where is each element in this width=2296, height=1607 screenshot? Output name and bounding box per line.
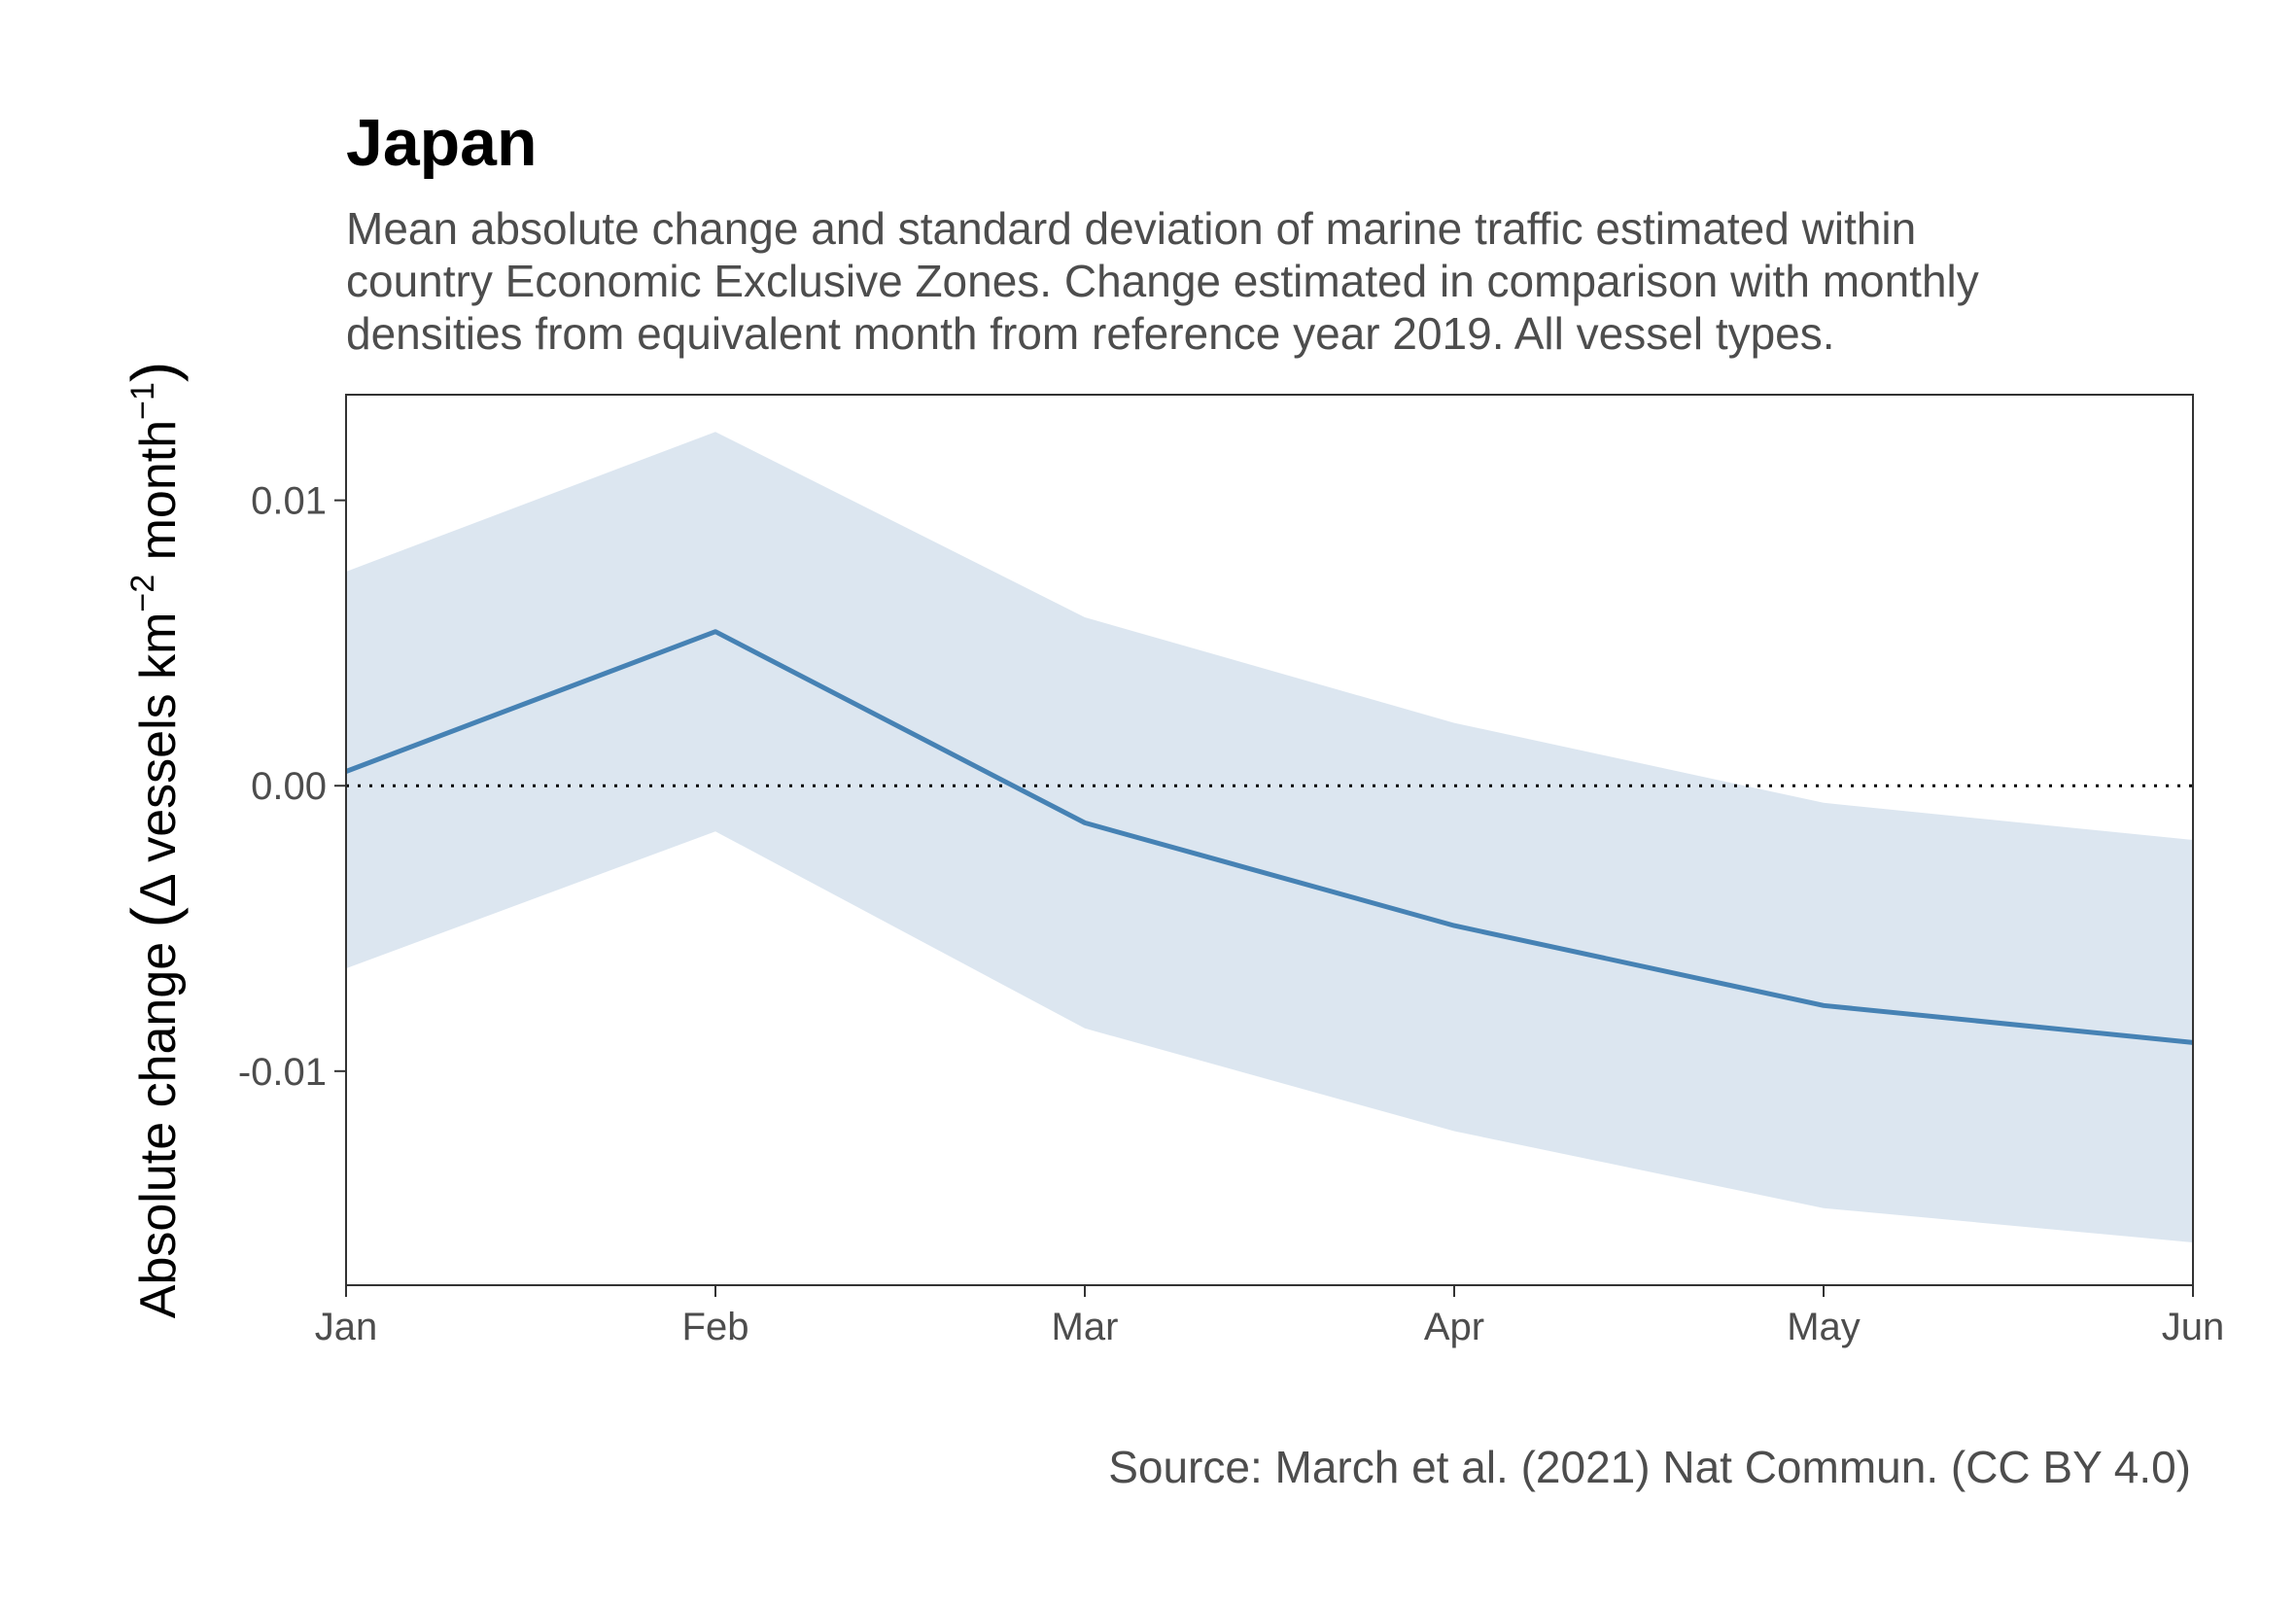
y-axis-title-part: Δ vessels km [130,612,187,907]
x-axis: Jan Feb Mar Apr May Jun [315,1285,2225,1348]
source-caption: Source: March et al. (2021) Nat Commun. … [1108,1442,2191,1492]
subtitle-line-1: Mean absolute change and standard deviat… [346,203,1917,254]
y-tick-label: 0.00 [251,765,327,808]
y-axis-title-part: Absolute change [130,927,187,1318]
y-axis: -0.01 0.00 0.01 [238,480,346,1094]
mean-change-line [345,629,2194,1045]
y-axis-title-part: month [130,420,187,575]
y-axis-title: Absolute change (Δ vessels km−2 month−1) [119,362,189,1318]
y-tick-label: -0.01 [238,1051,327,1094]
x-tick-label: Feb [682,1306,749,1348]
chart-title: Japan [346,106,538,180]
chart-subtitle: Mean absolute change and standard deviat… [346,202,1979,360]
y-axis-title-part: −2 [124,575,161,612]
x-tick-label: Mar [1052,1306,1119,1348]
x-tick-label: Jan [315,1306,378,1348]
plot-panel-border [345,394,2194,1286]
x-tick-label: May [1787,1306,1861,1348]
x-tick-label: Jun [2162,1306,2225,1348]
subtitle-line-2: country Economic Exclusive Zones. Change… [346,256,1979,306]
std-dev-ribbon [346,432,2193,1242]
y-tick-label: 0.01 [251,480,327,523]
y-axis-title-part: −1 [124,382,161,420]
y-axis-title-part: ) [119,362,189,382]
x-tick-label: Apr [1424,1306,1484,1348]
y-axis-title-part: ( [119,907,189,927]
subtitle-line-3: densities from equivalent month from ref… [346,308,1835,359]
